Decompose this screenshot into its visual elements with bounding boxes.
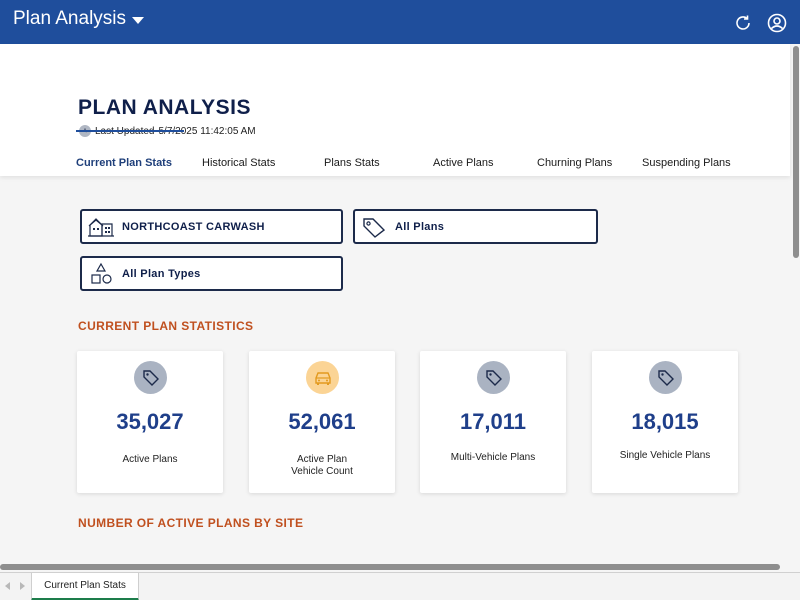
tag-icon [134, 361, 167, 394]
plan-types-filter-value: All Plan Types [122, 267, 201, 280]
tab-active-plans[interactable]: Active Plans [433, 157, 494, 169]
sheet-tab-bar: Current Plan Stats [0, 572, 800, 600]
shapes-icon [91, 262, 112, 284]
app-title: Plan Analysis [13, 8, 127, 29]
plans-filter[interactable]: All Plans [353, 209, 598, 244]
tab-churning-plans[interactable]: Churning Plans [537, 157, 613, 169]
header-panel: PLAN ANALYSIS Last Updated 5/7/2025 11:4… [0, 44, 790, 176]
tag-icon [363, 217, 386, 238]
previous-sheet-arrow-icon[interactable] [5, 582, 10, 590]
active-plans-value: 35,027 [116, 409, 184, 434]
multi-vehicle-plans-value: 17,011 [459, 409, 527, 434]
current-plan-statistics-title: CURRENT PLAN STATISTICS [78, 319, 254, 333]
last-updated-value: 5/7/2025 11:42:05 AM [158, 125, 256, 137]
multi-vehicle-plans-label: Multi-Vehicle Plans [450, 452, 536, 463]
active-plan-vehicle-count-value: 52,061 [288, 409, 356, 434]
top-bar: Plan Analysis [0, 0, 800, 44]
tab-bar: Current Plan Stats Historical Stats Plan… [0, 154, 790, 178]
single-vehicle-plans-label: Single Vehicle Plans [619, 450, 711, 461]
refresh-icon[interactable] [733, 13, 753, 33]
active-plans-by-site-title: NUMBER OF ACTIVE PLANS BY SITE [78, 516, 304, 530]
active-plans-label: Active Plans [122, 454, 178, 465]
site-filter[interactable]: NORTHCOAST CARWASH [80, 209, 343, 244]
tag-icon [477, 361, 510, 394]
tab-plans-stats[interactable]: Plans Stats [324, 157, 380, 169]
page-title: PLAN ANALYSIS [78, 96, 251, 119]
vertical-scrollbar[interactable] [793, 46, 799, 258]
multi-vehicle-plans-card: 17,011 Multi-Vehicle Plans [420, 351, 566, 493]
active-plan-vehicle-count-label-line1: Active Plan [296, 454, 348, 465]
sheet-tab-current-plan-stats[interactable]: Current Plan Stats [31, 573, 139, 600]
tab-current-plan-stats[interactable]: Current Plan Stats [76, 157, 172, 169]
plans-filter-value: All Plans [395, 220, 445, 233]
site-filter-value: NORTHCOAST CARWASH [122, 220, 265, 233]
building-icon [88, 217, 114, 237]
user-account-icon[interactable] [767, 13, 787, 33]
tab-suspending-plans[interactable]: Suspending Plans [642, 157, 731, 169]
caret-down-icon [132, 16, 145, 24]
app-title-dropdown[interactable]: Plan Analysis [13, 8, 145, 30]
single-vehicle-plans-card: 18,015 Single Vehicle Plans [592, 351, 738, 493]
next-sheet-arrow-icon[interactable] [20, 582, 25, 590]
active-plan-vehicle-count-label-line2: Vehicle Count [291, 466, 353, 477]
active-plans-card: 35,027 Active Plans [77, 351, 223, 493]
horizontal-scrollbar[interactable] [0, 564, 780, 570]
tab-historical-stats[interactable]: Historical Stats [202, 157, 276, 169]
active-plan-vehicle-count-card: 52,061 Active Plan Vehicle Count [249, 351, 395, 493]
car-icon [306, 361, 339, 394]
single-vehicle-plans-value: 18,015 [631, 409, 699, 434]
active-tab-indicator [76, 130, 184, 132]
tag-icon [649, 361, 682, 394]
plan-types-filter[interactable]: All Plan Types [80, 256, 343, 291]
